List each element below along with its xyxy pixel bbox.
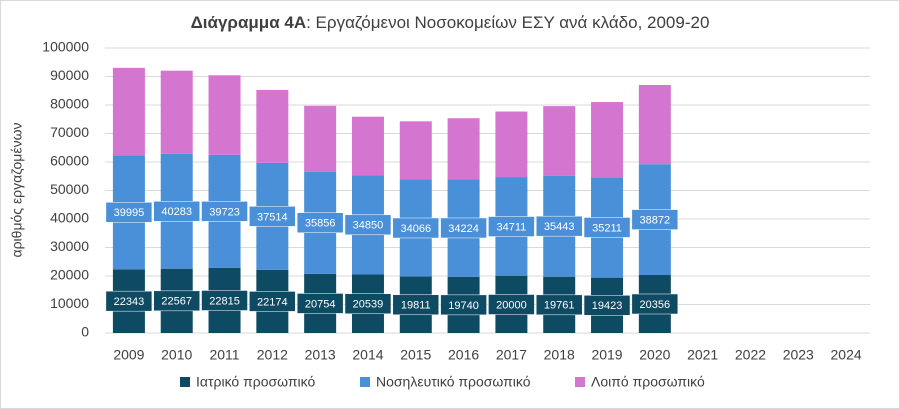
label-box [631,209,679,230]
x-tick-label: 2019 [591,347,622,363]
legend-swatch [180,377,190,387]
legend-label: Νοσηλευτικό προσωπικό [376,374,531,390]
label-box [440,217,487,239]
label-box [201,290,248,311]
label-box [249,206,296,227]
x-tick-label: 2024 [831,347,862,363]
bar-segment [591,102,624,178]
legend-label: Λοιπό προσωπικό [591,374,705,390]
data-label: 20356 [640,299,671,311]
data-label: 22567 [161,296,192,308]
title-bold: Διάγραμμα 4Α [191,13,307,32]
bar-segment [160,70,193,154]
data-label: 34711 [497,221,527,233]
data-label: 20000 [496,299,527,311]
x-tick-label: 2023 [783,347,814,363]
legend-swatch [360,377,370,387]
data-label: 34850 [353,220,384,232]
data-label: 19811 [401,300,431,312]
label-box [392,294,440,316]
y-tick-label: 50000 [50,181,89,197]
label-box [249,291,296,312]
label-box [583,295,631,316]
bar-segment [447,118,480,180]
label-box [344,293,392,314]
bar-segment [638,84,671,165]
y-tick-label: 30000 [50,238,89,254]
legend-swatch [575,377,585,387]
label-box [344,214,392,236]
label-box [105,202,153,223]
data-label: 22815 [209,295,240,307]
data-label: 19761 [544,300,575,312]
y-tick-label: 80000 [50,96,89,112]
x-tick-label: 2010 [161,347,192,363]
bar-segment [399,121,432,180]
y-tick-label: 90000 [50,67,89,83]
y-tick-label: 10000 [50,295,89,311]
label-box [535,294,583,316]
y-tick-label: 100000 [42,39,89,55]
y-axis-label: αριθμός εργαζομένων [9,122,25,257]
data-label: 40283 [161,206,192,218]
data-label: 38872 [640,214,671,226]
x-tick-label: 2021 [687,347,718,363]
label-box [440,294,487,316]
y-tick-label: 40000 [50,210,89,226]
bar-segment [304,105,337,172]
bar-segment [112,67,145,156]
label-box [535,215,583,237]
label-box [201,201,248,222]
x-tick-label: 2013 [305,347,336,363]
bar-segment [208,75,241,155]
data-label: 19740 [448,300,479,312]
x-tick-label: 2014 [352,347,383,363]
label-box [488,216,535,237]
y-tick-label: 70000 [50,124,89,140]
x-tick-label: 2012 [257,347,288,363]
data-label: 35443 [544,221,575,233]
x-tick-label: 2022 [735,347,766,363]
data-label: 37514 [257,211,288,223]
y-tick-label: 60000 [50,153,89,169]
data-label: 34224 [448,223,479,235]
chart-title: Διάγραμμα 4Α: Εργαζόμενοι Νοσοκομείων ΕΣ… [191,13,710,32]
title-rest: : Εργαζόμενοι Νοσοκομείων ΕΣΥ ανά κλάδο,… [306,13,709,32]
y-tick-label: 0 [81,324,89,340]
label-box [105,290,153,312]
x-tick-label: 2018 [544,347,575,363]
y-tick-label: 20000 [50,267,89,283]
data-label: 20539 [353,299,384,311]
x-tick-label: 2015 [400,347,431,363]
label-box [631,293,679,315]
data-label: 35211 [592,222,622,234]
label-box [488,294,535,315]
bar-segment [351,116,384,176]
x-tick-label: 2017 [496,347,527,363]
data-label: 22343 [114,296,145,308]
data-label: 39995 [114,207,145,219]
x-tick-label: 2011 [209,347,239,363]
bar-segment [256,89,289,163]
label-box [392,217,440,239]
x-tick-label: 2009 [113,347,144,363]
label-box [296,293,344,314]
data-label: 22174 [257,296,288,308]
x-tick-label: 2020 [639,347,670,363]
bar-segment [543,106,576,176]
data-label: 19423 [592,300,623,312]
x-tick-label: 2016 [448,347,479,363]
data-label: 20754 [305,298,336,310]
label-box [153,290,200,312]
data-label: 39723 [209,206,240,218]
label-box [296,212,344,234]
bar-segment [495,111,528,178]
data-label: 35856 [305,218,336,230]
label-box [583,217,631,238]
legend-label: Ιατρικό προσωπικό [196,374,315,390]
label-box [153,201,200,222]
data-label: 34066 [400,223,431,235]
